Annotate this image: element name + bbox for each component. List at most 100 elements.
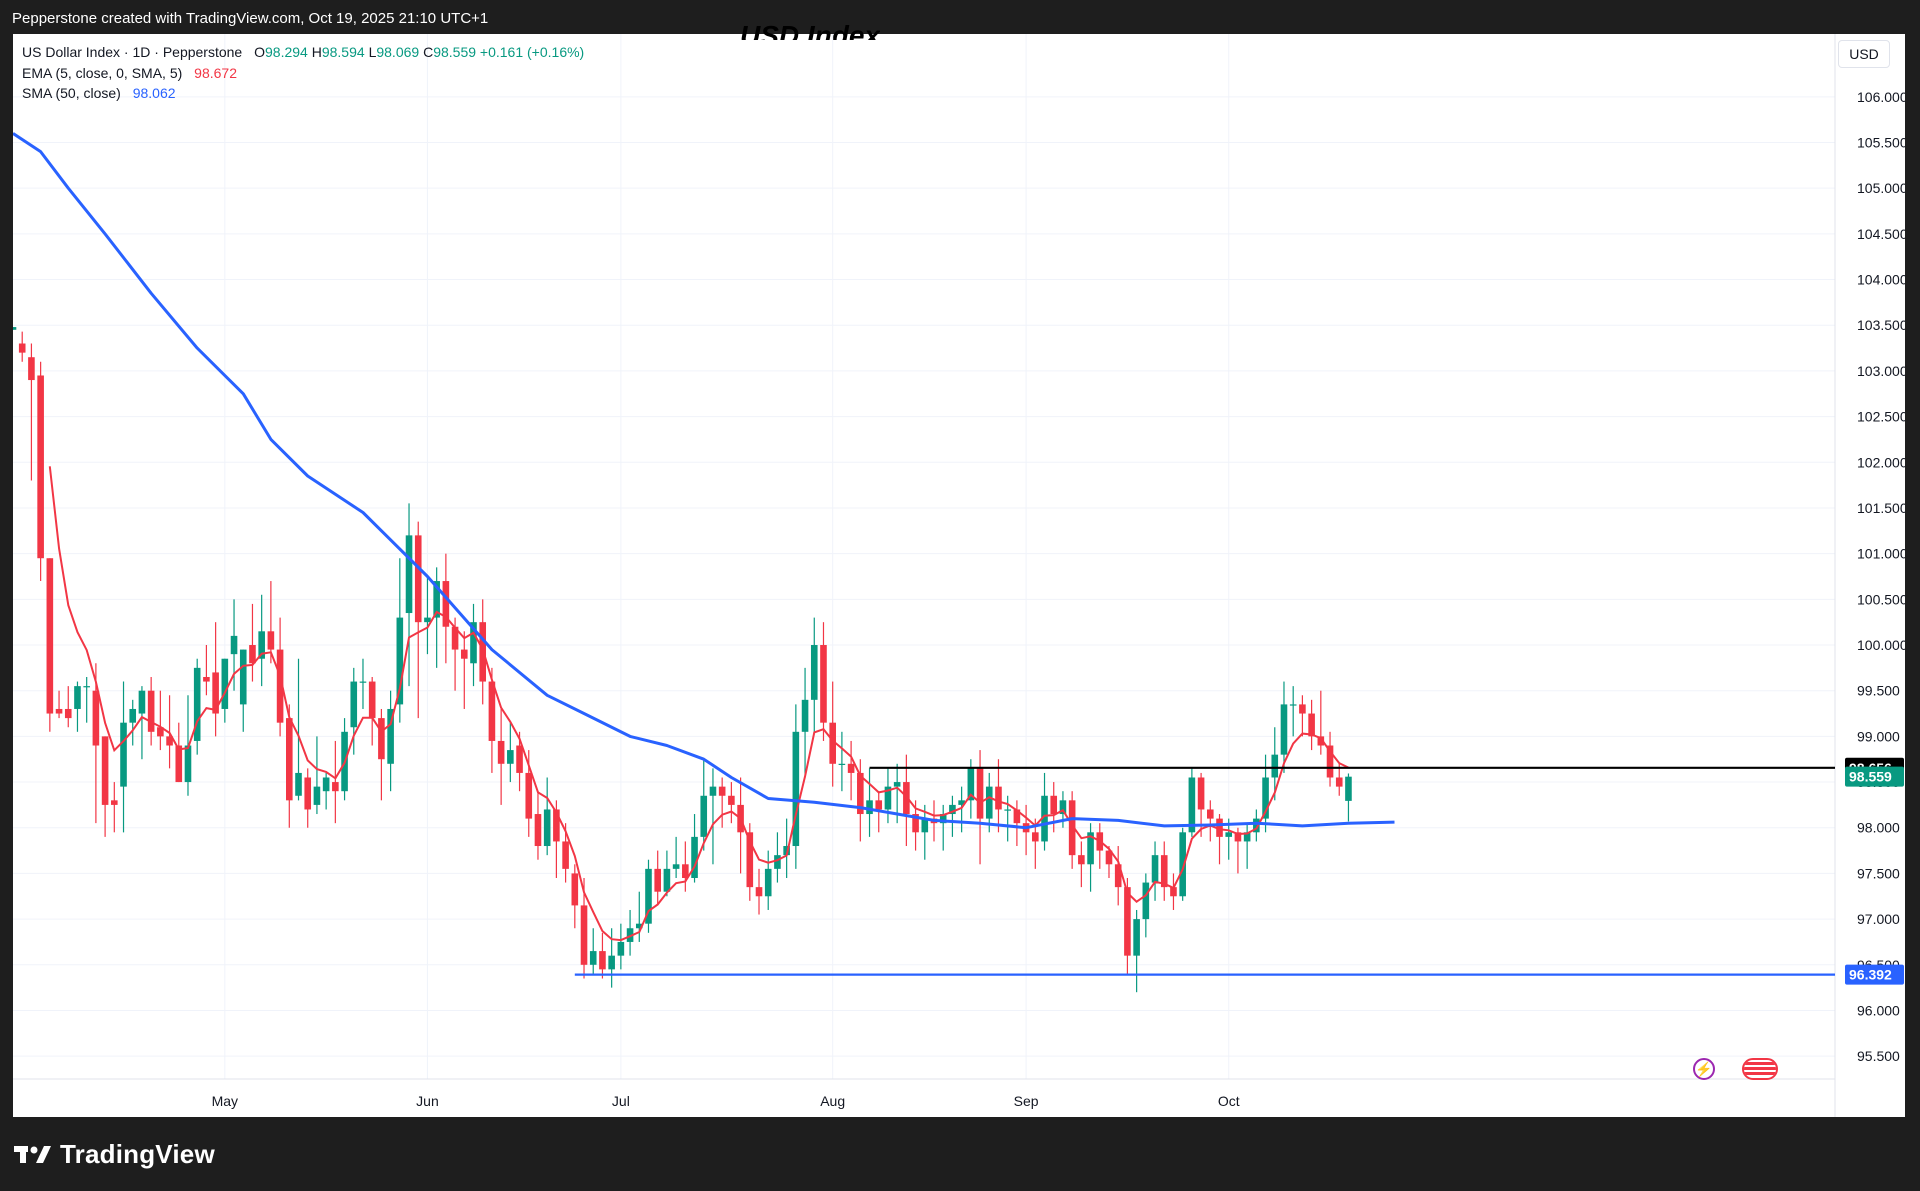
candle bbox=[1087, 823, 1094, 892]
candle-body bbox=[212, 672, 219, 714]
candle bbox=[866, 768, 873, 837]
candle-body bbox=[396, 617, 404, 705]
candle bbox=[571, 864, 579, 929]
candle bbox=[599, 932, 606, 979]
candle-body bbox=[801, 699, 809, 732]
sma-value: 98.062 bbox=[132, 85, 176, 101]
candle bbox=[654, 850, 661, 906]
candle-body bbox=[967, 768, 975, 801]
price-chart[interactable]: 95.50096.00096.50097.00097.50098.00098.5… bbox=[13, 34, 1905, 1117]
candle-body bbox=[728, 795, 735, 805]
candle-body bbox=[249, 645, 256, 664]
candle-body bbox=[497, 740, 505, 764]
candle-body bbox=[286, 718, 293, 801]
last-price-tag-bg bbox=[1845, 766, 1904, 787]
candle bbox=[18, 331, 26, 362]
support-price-tag-text: 96.392 bbox=[1849, 967, 1892, 983]
candle-body bbox=[893, 782, 901, 787]
currency-selector[interactable]: USD bbox=[1838, 40, 1890, 68]
candle-body bbox=[921, 818, 929, 833]
candle bbox=[1345, 773, 1352, 822]
legend-symbol-row: US Dollar Index · 1D · Pepperstone O98.2… bbox=[22, 42, 584, 63]
candle bbox=[1253, 809, 1260, 842]
price-axis-tick: 106.000 bbox=[1857, 89, 1905, 105]
candle bbox=[368, 676, 376, 746]
candle bbox=[396, 558, 404, 723]
candle bbox=[976, 750, 984, 865]
candle bbox=[83, 676, 90, 723]
candle-body bbox=[83, 686, 90, 688]
candles bbox=[13, 327, 1352, 993]
candle bbox=[92, 663, 100, 824]
change-value: +0.161 (+0.16%) bbox=[479, 44, 585, 60]
candle-body bbox=[543, 809, 551, 847]
candle-body bbox=[1271, 754, 1279, 778]
candle-body bbox=[1114, 864, 1122, 888]
candle bbox=[709, 768, 717, 865]
candle-body bbox=[1335, 777, 1343, 787]
candle-body bbox=[1032, 832, 1039, 842]
candle-body bbox=[626, 928, 634, 942]
candle bbox=[663, 850, 671, 897]
candle-body bbox=[1289, 704, 1297, 706]
candle-body bbox=[1299, 704, 1306, 714]
candle bbox=[746, 823, 754, 901]
us-flag-icon[interactable] bbox=[1742, 1058, 1778, 1080]
candle-body bbox=[1243, 832, 1251, 842]
candle bbox=[1050, 782, 1058, 833]
candle bbox=[1271, 727, 1279, 801]
candle bbox=[995, 759, 1002, 833]
candle-body bbox=[1105, 850, 1113, 865]
candle-body bbox=[414, 535, 422, 623]
candle-body bbox=[1188, 777, 1196, 833]
price-axis-tick: 96.000 bbox=[1857, 1002, 1900, 1018]
candle-body bbox=[13, 327, 17, 330]
candle bbox=[967, 759, 975, 819]
price-axis-tick: 101.000 bbox=[1857, 546, 1905, 562]
candle-body bbox=[1216, 818, 1223, 837]
candle-body bbox=[120, 722, 127, 787]
lightning-icon[interactable]: ⚡ bbox=[1693, 1058, 1715, 1080]
legend-sma-row[interactable]: SMA (50, close) 98.062 bbox=[22, 83, 584, 104]
candle bbox=[470, 603, 477, 687]
price-axis-tick: 104.500 bbox=[1857, 226, 1905, 242]
tradingview-logo[interactable]: TradingView bbox=[14, 1139, 215, 1169]
chart-area[interactable] bbox=[13, 34, 1905, 1117]
candle bbox=[212, 622, 219, 737]
candle bbox=[958, 786, 965, 833]
candle-body bbox=[1170, 887, 1177, 897]
legend-ema-row[interactable]: EMA (5, close, 0, SMA, 5) 98.672 bbox=[22, 63, 584, 84]
time-axis-tick: Sep bbox=[1014, 1093, 1039, 1109]
candle-body bbox=[755, 887, 763, 897]
last-price-tag-text: 98.559 bbox=[1849, 769, 1892, 785]
candle bbox=[1308, 699, 1315, 751]
candle-body bbox=[258, 631, 265, 659]
candle-body bbox=[64, 708, 72, 719]
symbol-name[interactable]: US Dollar Index · 1D · Pepperstone bbox=[22, 44, 243, 60]
candle-body bbox=[92, 690, 100, 746]
candle bbox=[1142, 873, 1150, 938]
candle bbox=[580, 877, 588, 979]
candle-body bbox=[985, 786, 993, 819]
candle-body bbox=[322, 777, 330, 792]
candle bbox=[322, 772, 330, 810]
candle-body bbox=[1013, 809, 1021, 824]
candle-body bbox=[599, 951, 606, 970]
candle-body bbox=[976, 768, 984, 819]
candle-body bbox=[304, 777, 312, 810]
price-axis-tick: 101.500 bbox=[1857, 500, 1905, 516]
candle-body bbox=[820, 645, 827, 723]
candle bbox=[617, 923, 625, 970]
candle bbox=[129, 699, 137, 746]
candle-body bbox=[1326, 745, 1334, 778]
candle bbox=[1234, 827, 1242, 874]
price-axis-tick: 97.500 bbox=[1857, 865, 1900, 881]
candle-body bbox=[239, 649, 247, 705]
candle bbox=[1299, 695, 1306, 737]
low-value: 98.069 bbox=[376, 44, 420, 60]
candle-body bbox=[295, 772, 302, 796]
candle-body bbox=[838, 763, 846, 765]
candle bbox=[332, 740, 339, 824]
candle bbox=[626, 909, 634, 956]
candle-body bbox=[1197, 777, 1205, 810]
